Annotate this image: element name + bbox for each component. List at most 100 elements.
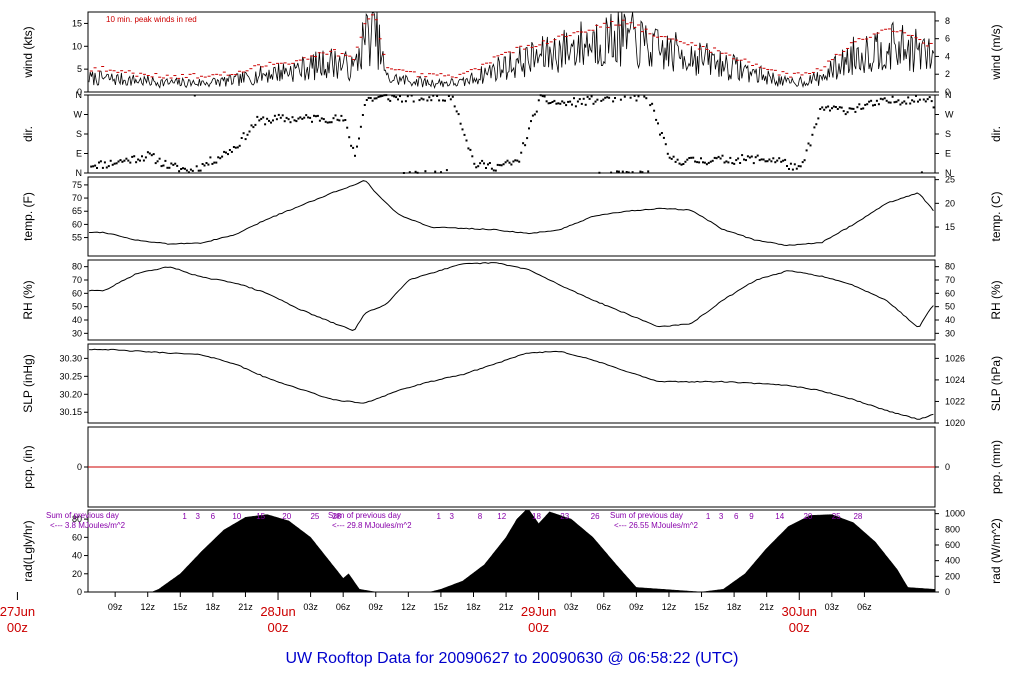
wind-speed-line	[88, 11, 935, 90]
rad-ylabel-left: rad(Lgly/hr)	[21, 520, 35, 581]
caption-at: @	[607, 650, 624, 667]
wind-direction-point	[350, 144, 353, 147]
wind-direction-point	[514, 159, 517, 162]
caption-prefix: UW Rooftop Data for	[285, 650, 434, 667]
wind-direction-point	[694, 160, 697, 163]
wind-direction-point	[354, 154, 356, 157]
wind-direction-point	[422, 98, 425, 101]
wind-direction-point	[725, 160, 728, 163]
wind-direction-point	[152, 153, 155, 156]
rh-left-tick-label: 60	[72, 288, 82, 298]
wind-direction-point	[590, 95, 593, 98]
wind-direction-point	[758, 159, 761, 162]
wind-direction-point	[518, 160, 521, 163]
wind-direction-point	[96, 167, 98, 169]
wind-direction-point	[305, 114, 308, 117]
wind-direction-point	[868, 100, 871, 103]
dir-ylabel-left: dir.	[21, 126, 35, 142]
wind-direction-point	[825, 106, 828, 109]
wind-direction-point	[166, 166, 169, 169]
wind-direction-point	[361, 114, 364, 116]
wind-direction-point	[303, 116, 306, 119]
wind-ylabel-right: wind (m/s)	[989, 24, 1003, 80]
wind-direction-point	[311, 120, 313, 123]
wind-direction-point	[786, 165, 788, 167]
temp-right-tick-label: 25	[945, 175, 955, 185]
wind-direction-point	[506, 159, 509, 162]
time-axis-hour-label: 09z	[629, 602, 644, 612]
wind-direction-point	[764, 160, 767, 163]
dir-left-tick-label: N	[76, 168, 83, 178]
wind-direction-point	[496, 163, 499, 166]
wind-direction-point	[901, 101, 904, 104]
rh-left-tick-label: 80	[72, 262, 82, 272]
wind-direction-point	[674, 160, 677, 163]
wind-legend: 10 min. peak winds in red	[106, 15, 197, 24]
wind-direction-point	[748, 156, 751, 159]
wind-direction-point	[150, 154, 153, 157]
wind-direction-point	[854, 110, 857, 113]
wind-direction-point	[471, 155, 474, 158]
time-axis-hour-label: 18z	[727, 602, 742, 612]
wind-right-tick-label: 4	[945, 51, 950, 61]
wind-direction-point	[203, 164, 206, 167]
wind-direction-point	[887, 101, 890, 104]
wind-direction-point	[227, 153, 229, 156]
wind-direction-point	[416, 171, 419, 174]
wind-direction-point	[616, 170, 618, 173]
wind-direction-point	[576, 100, 579, 103]
wind-direction-point	[784, 158, 787, 161]
wind-direction-point	[698, 161, 701, 164]
wind-direction-point	[811, 133, 814, 136]
rad-right-tick-label: 600	[945, 540, 960, 550]
wind-left-tick-label: 10	[72, 41, 82, 51]
wind-direction-point	[717, 155, 720, 158]
wind-direction-point	[420, 97, 423, 100]
wind-direction-point	[840, 106, 843, 109]
wind-direction-point	[209, 156, 212, 159]
wind-direction-point	[469, 148, 472, 151]
time-axis-hour-label: 12z	[140, 602, 155, 612]
wind-direction-point	[533, 113, 536, 116]
wind-direction-point	[713, 156, 716, 159]
wind-direction-point	[561, 100, 564, 103]
wind-direction-point	[653, 109, 656, 112]
wind-direction-point	[182, 167, 184, 170]
temp-ylabel-right: temp. (C)	[989, 191, 1003, 241]
rh-left-tick-label: 40	[72, 315, 82, 325]
wind-direction-point	[883, 97, 886, 100]
wind-direction-point	[103, 161, 106, 164]
time-axis-hour-label: 12z	[662, 602, 677, 612]
wind-direction-point	[105, 166, 108, 169]
wind-direction-point	[637, 95, 640, 98]
time-axis-day-hour: 00z	[7, 620, 28, 635]
wind-direction-point	[633, 94, 636, 97]
wind-direction-point	[223, 150, 226, 153]
wind-direction-point	[746, 155, 749, 158]
wind-direction-point	[801, 161, 804, 164]
wind-direction-point	[449, 98, 452, 101]
wind-direction-point	[690, 156, 693, 159]
radiation-hour-label: 1	[437, 512, 442, 521]
wind-direction-point	[180, 168, 183, 170]
radiation-hour-label: 18	[532, 512, 541, 521]
radiation-hour-label: 8	[478, 512, 483, 521]
radiation-hour-label: 14	[775, 512, 784, 521]
wind-direction-point	[917, 100, 919, 103]
wind-direction-point	[727, 161, 730, 164]
temp-right-tick-label: 20	[945, 198, 955, 208]
radiation-hour-label: 6	[734, 512, 739, 521]
wind-direction-point	[160, 165, 163, 168]
rh-right-tick-label: 30	[945, 328, 955, 338]
wind-direction-point	[272, 119, 274, 122]
slp-left-tick-label: 30.25	[59, 371, 82, 381]
wind-left-tick-label: 0	[77, 87, 82, 97]
wind-direction-point	[142, 159, 145, 162]
wind-direction-point	[185, 169, 188, 172]
wind-direction-point	[168, 166, 171, 169]
wind-direction-point	[535, 110, 538, 113]
wind-direction-point	[90, 165, 93, 168]
wind-direction-point	[236, 146, 239, 149]
